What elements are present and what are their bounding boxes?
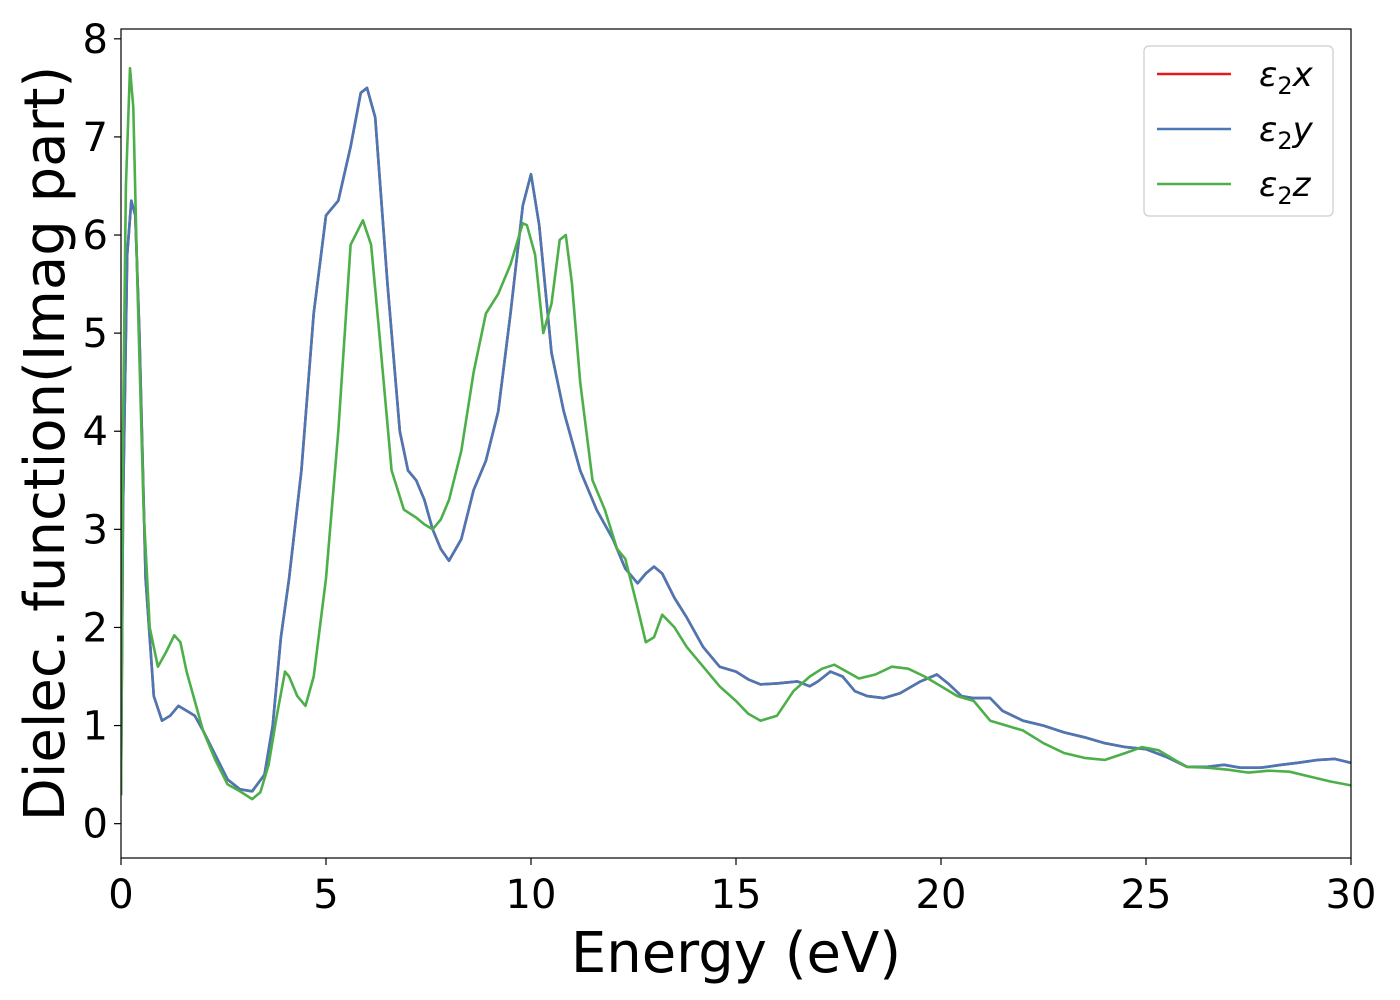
legend-box <box>1143 45 1334 217</box>
x-tick-label: 25 <box>1121 872 1172 918</box>
y-tick-label: 2 <box>83 605 108 651</box>
legend: ε2x ε2y ε2z <box>1143 45 1334 217</box>
legend-label-x: ε2x <box>1259 55 1314 100</box>
y-axis-ticks: 0 1 2 3 4 5 6 7 8 <box>83 17 121 848</box>
series-layer <box>121 66 1351 801</box>
y-axis-title: Dielec. function(Imag part) <box>13 66 78 822</box>
x-tick-label: 20 <box>916 872 967 918</box>
series-line-y <box>121 86 1351 796</box>
y-tick-label: 4 <box>83 409 108 455</box>
series-line-z <box>121 66 1351 801</box>
x-tick-label: 15 <box>711 872 762 918</box>
x-tick-label: 5 <box>313 872 338 918</box>
legend-items: ε2x ε2y ε2z <box>1157 55 1314 210</box>
y-tick-label: 8 <box>83 17 108 63</box>
legend-label-y: ε2y <box>1259 110 1314 155</box>
x-tick-label: 30 <box>1326 872 1377 918</box>
y-tick-label: 7 <box>83 115 108 161</box>
y-tick-label: 5 <box>83 311 108 357</box>
y-tick-label: 6 <box>83 213 108 259</box>
y-tick-label: 0 <box>83 802 108 848</box>
x-tick-label: 0 <box>108 872 133 918</box>
y-tick-label: 3 <box>83 507 108 553</box>
legend-label-z: ε2z <box>1259 165 1312 210</box>
x-axis-title: Energy (eV) <box>571 921 901 986</box>
x-axis-ticks: 0 5 10 15 20 25 30 <box>108 858 1376 918</box>
y-tick-label: 1 <box>83 704 108 750</box>
x-tick-label: 10 <box>506 872 557 918</box>
